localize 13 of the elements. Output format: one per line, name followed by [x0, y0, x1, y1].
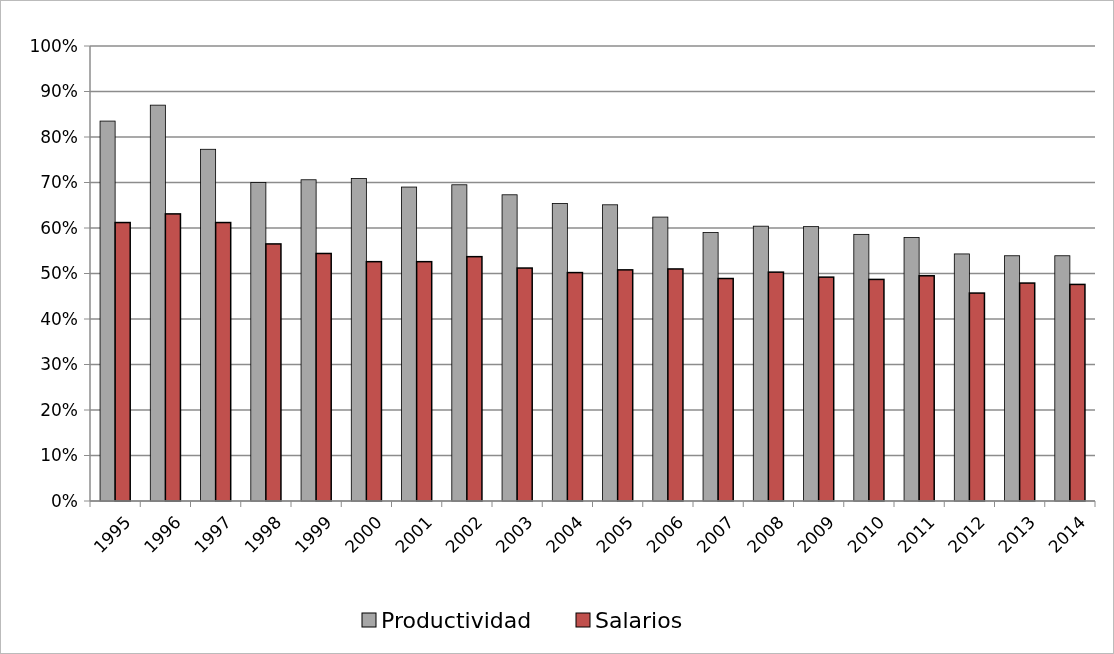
y-tick-label: 40%	[40, 308, 78, 329]
y-tick-label: 50%	[40, 263, 78, 284]
y-tick-label: 10%	[40, 445, 78, 466]
y-tick-label: 70%	[40, 172, 78, 193]
y-tick-label: 0%	[51, 490, 78, 511]
y-tick-label: 60%	[40, 217, 78, 238]
legend-label: Productividad	[381, 607, 532, 633]
legend-label: Salarios	[595, 607, 683, 633]
y-tick-label: 30%	[40, 354, 78, 375]
y-tick-label: 20%	[40, 399, 78, 420]
y-tick-label: 100%	[29, 35, 78, 56]
y-tick-label: 90%	[40, 81, 78, 102]
y-tick-label: 80%	[40, 126, 78, 147]
